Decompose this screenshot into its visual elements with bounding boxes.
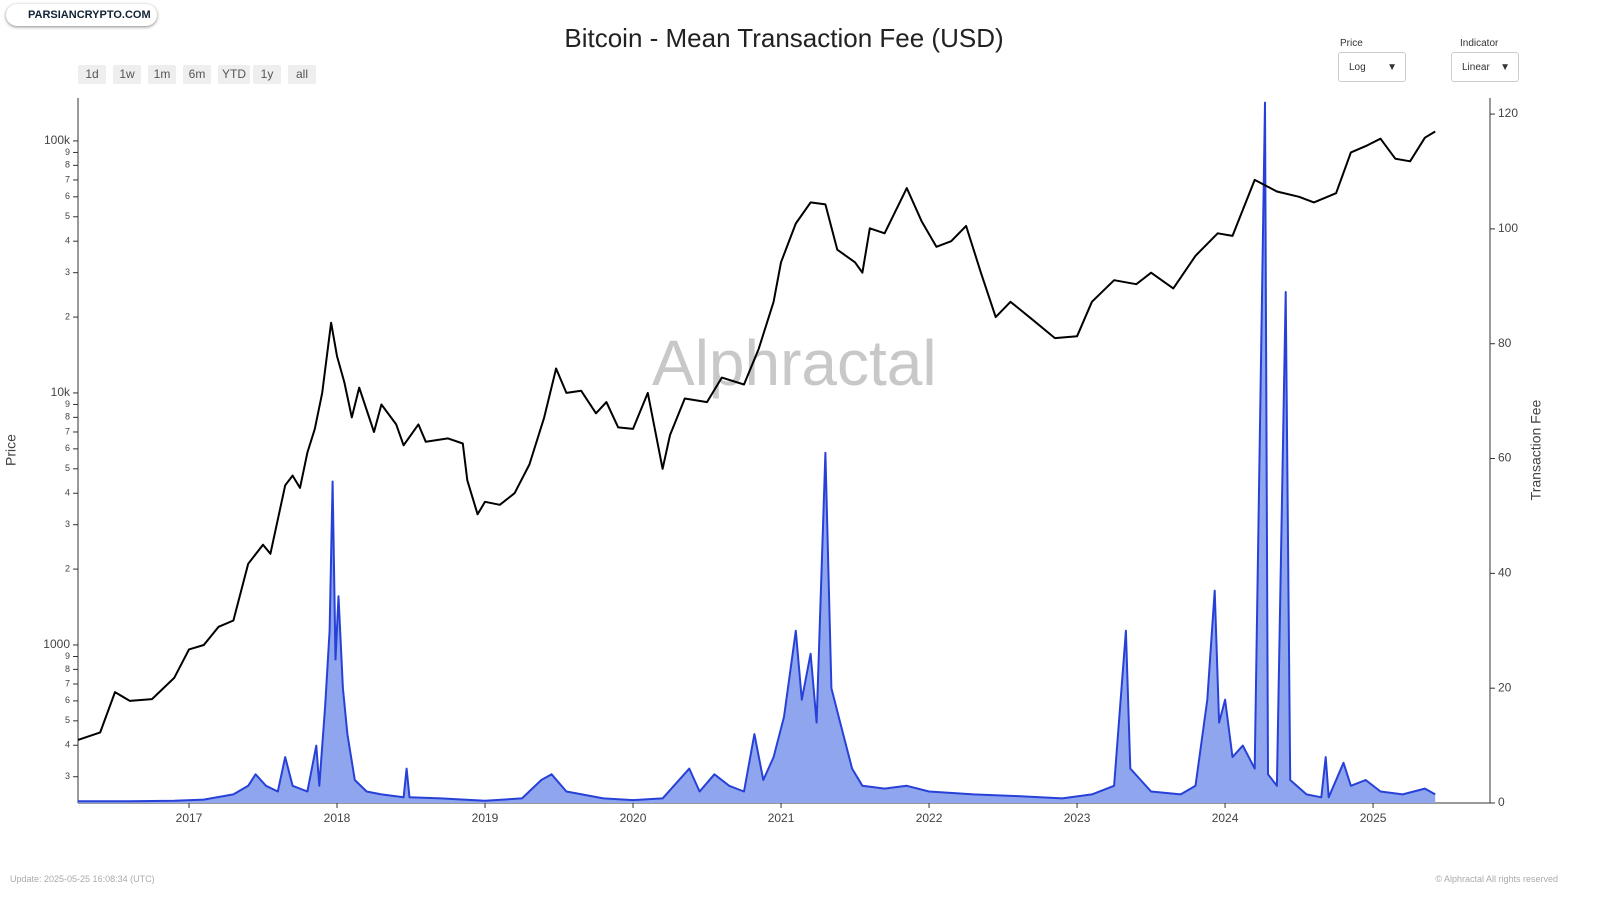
y-tick-label: 9	[65, 651, 70, 661]
range-button[interactable]: 1d	[78, 65, 106, 84]
y2-tick-label: 40	[1498, 566, 1512, 580]
update-text: Update: 2025-05-25 16:08:34 (UTC)	[10, 874, 155, 884]
copyright: © Alphractal All rights reserved	[1435, 874, 1558, 884]
y-tick-label: 1000	[43, 637, 70, 651]
y-tick-label: 8	[65, 412, 70, 422]
y-tick-label: 5	[65, 463, 70, 473]
x-tick-label: 2022	[916, 811, 943, 825]
y-tick-label: 5	[65, 211, 70, 221]
y2-tick-label: 20	[1498, 680, 1512, 694]
y-tick-label: 9	[65, 147, 70, 157]
y-tick-label: 9	[65, 399, 70, 409]
indicator-scale-value: Linear	[1462, 62, 1490, 73]
y-axis-label: Price	[3, 434, 19, 466]
y2-tick-label: 120	[1498, 106, 1518, 120]
price-scale-select[interactable]: Log ▼	[1338, 52, 1406, 82]
indicator-scale-select[interactable]: Linear ▼	[1451, 52, 1519, 82]
brand: PARSIANCRYPTO.COM	[6, 4, 157, 26]
y-tick-label: 6	[65, 695, 70, 705]
y-tick-label: 7	[65, 426, 70, 436]
y2-axis-label: Transaction Fee	[1528, 399, 1544, 500]
y2-tick-label: 100	[1498, 221, 1518, 235]
y2-tick-label: 80	[1498, 336, 1512, 350]
indicator-scale-label: Indicator	[1460, 38, 1499, 49]
chart: Alphractal Bitcoin - Mean Transaction Fe…	[3, 23, 1544, 825]
y-tick-label: 10k	[51, 385, 71, 399]
range-button[interactable]: all	[288, 65, 316, 84]
x-tick-label: 2017	[176, 811, 203, 825]
x-tick-label: 2018	[324, 811, 351, 825]
y-tick-label: 4	[65, 236, 70, 246]
x-tick-label: 2019	[472, 811, 499, 825]
y-tick-label: 4	[65, 740, 70, 750]
price-scale-label: Price	[1340, 38, 1363, 49]
y-tick-label: 8	[65, 160, 70, 170]
y-tick-label: 3	[65, 267, 70, 277]
x-tick-label: 2024	[1212, 811, 1239, 825]
range-button[interactable]: 6m	[183, 65, 211, 84]
range-button[interactable]: 1w	[113, 65, 141, 84]
range-button[interactable]: 1m	[148, 65, 176, 84]
watermark: Alphractal	[652, 327, 937, 399]
x-tick-label: 2020	[620, 811, 647, 825]
y-tick-label: 3	[65, 519, 70, 529]
y-tick-label: 6	[65, 443, 70, 453]
y-tick-label: 5	[65, 715, 70, 725]
x-tick-label: 2025	[1360, 811, 1387, 825]
y-tick-label: 7	[65, 678, 70, 688]
range-button[interactable]: YTD	[218, 65, 250, 84]
chart-title: Bitcoin - Mean Transaction Fee (USD)	[564, 23, 1003, 53]
y-tick-label: 4	[65, 488, 70, 498]
y2-tick-label: 60	[1498, 451, 1512, 465]
y-tick-label: 3	[65, 771, 70, 781]
x-tick-label: 2021	[768, 811, 795, 825]
y-tick-label: 2	[65, 311, 70, 321]
price-line	[77, 130, 1436, 741]
range-button[interactable]: 1y	[253, 65, 281, 84]
price-scale-value: Log	[1349, 62, 1366, 73]
y-tick-label: 6	[65, 191, 70, 201]
fee-line	[78, 101, 1436, 803]
y-tick-label: 7	[65, 174, 70, 184]
y-tick-label: 2	[65, 563, 70, 573]
fee-area	[78, 102, 1436, 804]
x-tick-label: 2023	[1064, 811, 1091, 825]
y-tick-label: 8	[65, 664, 70, 674]
y-tick-label: 100k	[44, 133, 71, 147]
y2-tick-label: 0	[1498, 795, 1505, 809]
